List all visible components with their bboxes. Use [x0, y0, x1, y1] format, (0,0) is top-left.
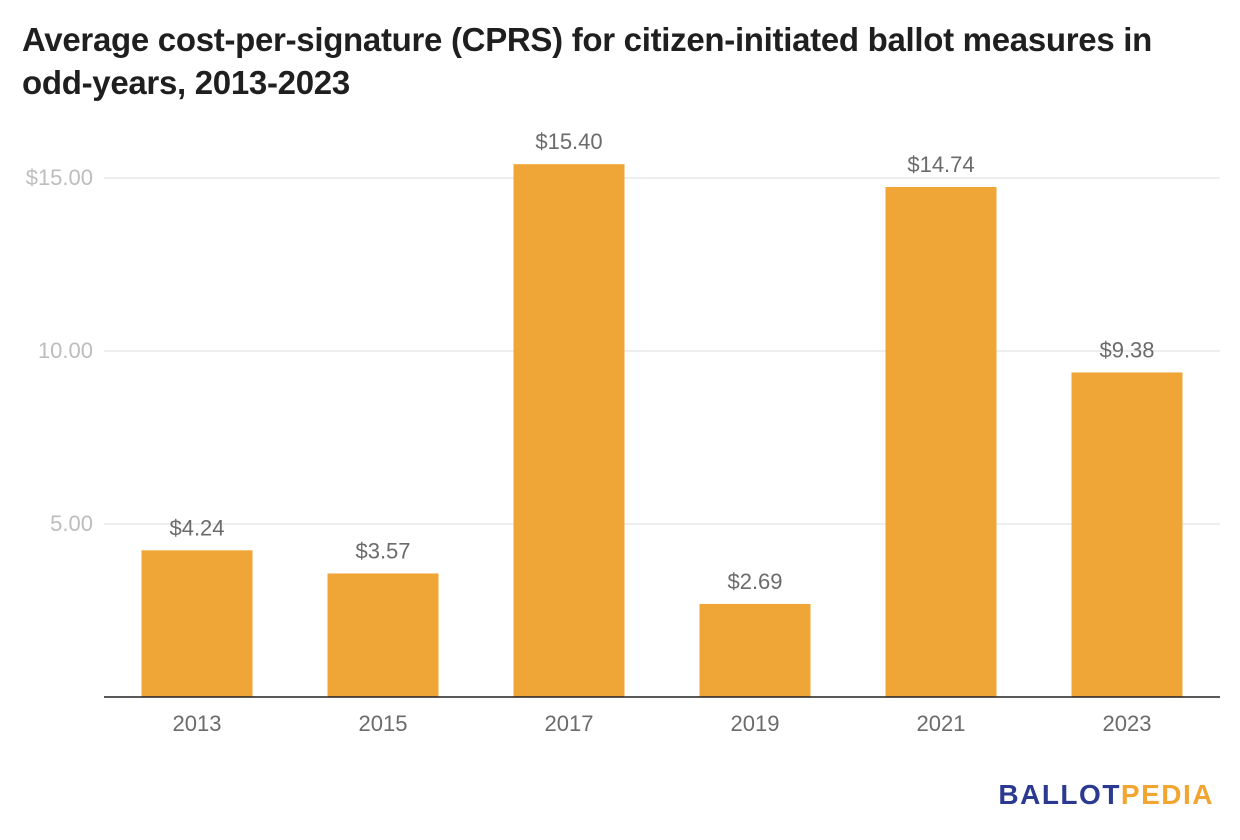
bar-2013 — [141, 550, 253, 697]
data-label-2017: $15.40 — [535, 129, 602, 154]
bar-2019 — [699, 603, 811, 697]
data-label-2013: $4.24 — [169, 515, 224, 540]
data-labels: $4.24 $3.57 $15.40 $2.69 $14.74 $9.38 — [169, 129, 1154, 594]
bar-2015 — [327, 573, 439, 697]
bars — [141, 164, 1183, 697]
ballotpedia-logo: BALLOTPEDIA — [998, 778, 1214, 812]
logo-ballot: BALLOT — [998, 779, 1121, 810]
logo-pedia: PEDIA — [1120, 779, 1214, 810]
data-label-2015: $3.57 — [355, 538, 410, 563]
bar-2021 — [885, 186, 997, 697]
x-axis: 2013 2015 2017 2019 2021 2023 — [104, 696, 1220, 736]
gridlines: 5.00 10.00 $15.00 — [26, 165, 1220, 536]
bar-2023 — [1071, 372, 1183, 697]
x-tick-label: 2021 — [917, 711, 966, 736]
y-tick-label: 5.00 — [50, 511, 93, 536]
chart-title: Average cost-per-signature (CPRS) for ci… — [22, 21, 1152, 101]
x-tick-label: 2015 — [359, 711, 408, 736]
x-tick-label: 2013 — [173, 711, 222, 736]
y-tick-label: 10.00 — [38, 338, 93, 363]
y-tick-label: $15.00 — [26, 165, 93, 190]
data-label-2021: $14.74 — [907, 152, 974, 177]
x-tick-label: 2023 — [1103, 711, 1152, 736]
x-tick-label: 2019 — [731, 711, 780, 736]
x-tick-label: 2017 — [545, 711, 594, 736]
data-label-2019: $2.69 — [727, 569, 782, 594]
data-label-2023: $9.38 — [1099, 337, 1154, 362]
bar-2017 — [513, 164, 625, 697]
